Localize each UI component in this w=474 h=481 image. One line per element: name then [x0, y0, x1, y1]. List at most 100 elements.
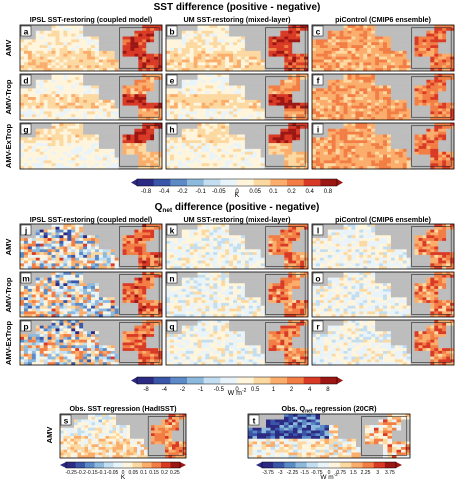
map-cell: [221, 65, 226, 69]
map-cell: [335, 50, 340, 55]
map-cell: [394, 131, 400, 135]
map-cell: [185, 30, 190, 34]
map-cell: [173, 85, 179, 89]
map-cell: [343, 117, 348, 121]
map-frame: [19, 24, 163, 72]
map-cell: [347, 105, 352, 109]
map-cell: [426, 128, 431, 132]
map-cell: [315, 39, 321, 43]
map-cell: [264, 91, 269, 95]
map-cell: [209, 99, 214, 104]
map-cell: [402, 62, 407, 66]
map-cell: [94, 48, 100, 52]
map-cell: [331, 97, 336, 101]
map-cell: [217, 140, 222, 144]
map-cell: [197, 48, 202, 52]
map-cell: [343, 36, 348, 40]
map-cell: [367, 143, 372, 147]
map-cell: [94, 42, 100, 46]
map-cell: [233, 30, 238, 34]
map-cell: [110, 111, 115, 115]
map-cell: [146, 45, 151, 49]
map-cell: [189, 166, 194, 170]
map-cell: [102, 102, 108, 106]
map-cell: [39, 134, 44, 138]
map-cell: [426, 68, 431, 72]
map-cell: [244, 48, 250, 52]
map-cell: [185, 160, 190, 164]
map-cell: [51, 94, 56, 98]
map-cell: [118, 117, 123, 121]
map-cell: [59, 108, 64, 112]
map-cell: [177, 151, 183, 155]
map-cell: [434, 56, 439, 60]
map-cell: [264, 39, 269, 43]
map-cell: [138, 79, 143, 83]
map-cell: [102, 48, 108, 52]
map-cell: [55, 82, 60, 86]
map-cell: [450, 42, 455, 46]
map-cell: [130, 82, 135, 86]
map-cell: [248, 105, 254, 109]
map-cell: [414, 36, 419, 40]
map-cell: [209, 146, 214, 150]
map-cell: [386, 48, 392, 52]
map-cell: [229, 59, 234, 63]
map-cell: [154, 79, 159, 83]
map-cell: [225, 53, 230, 57]
map-cell: [351, 76, 356, 81]
map-cell: [276, 166, 281, 170]
map-cell: [118, 140, 123, 144]
map-cell: [335, 79, 340, 83]
map-cell: [359, 48, 364, 52]
map-cell: [51, 102, 56, 106]
map-cell: [323, 131, 329, 135]
map-cell: [193, 102, 198, 106]
map-cell: [142, 30, 147, 34]
map-cell: [284, 25, 289, 29]
map-cell: [327, 30, 332, 34]
map-cell: [181, 151, 186, 155]
map-cell: [292, 39, 297, 43]
map-cell: [450, 85, 455, 89]
map-cell: [355, 79, 360, 83]
map-cell: [371, 102, 376, 106]
map-cell: [367, 53, 372, 57]
map-cell: [260, 146, 265, 150]
map-cell: [185, 123, 190, 127]
map-cell: [442, 33, 447, 37]
map-cell: [35, 76, 40, 81]
map-cell: [31, 102, 37, 106]
map-cell: [442, 91, 447, 95]
map-cell: [213, 125, 218, 130]
map-cell: [379, 97, 384, 101]
map-cell: [237, 108, 242, 112]
map-cell: [94, 125, 100, 130]
map-cell: [363, 102, 368, 106]
map-cell: [122, 45, 127, 49]
map-cell: [379, 114, 384, 118]
map-cell: [418, 137, 423, 141]
map-cell: [118, 74, 123, 78]
map-cell: [312, 117, 317, 121]
map-cell: [102, 154, 108, 158]
map-cell: [23, 88, 29, 92]
map-cell: [169, 154, 175, 158]
map-cell: [209, 117, 214, 121]
map-cell: [272, 125, 277, 130]
map-cell: [225, 97, 230, 101]
map-cell: [59, 157, 64, 161]
map-cell: [193, 154, 198, 158]
map-cell: [367, 85, 372, 89]
map-cell: [169, 65, 175, 69]
map-cell: [138, 50, 143, 55]
map-cell: [363, 79, 368, 83]
map-cell: [244, 36, 250, 40]
map-cell: [434, 30, 439, 34]
map-cell: [71, 134, 76, 138]
map-cell: [442, 76, 447, 81]
map-cell: [59, 163, 64, 167]
map-cell: [296, 42, 301, 46]
map-cell: [327, 85, 332, 89]
map-cell: [446, 50, 451, 55]
